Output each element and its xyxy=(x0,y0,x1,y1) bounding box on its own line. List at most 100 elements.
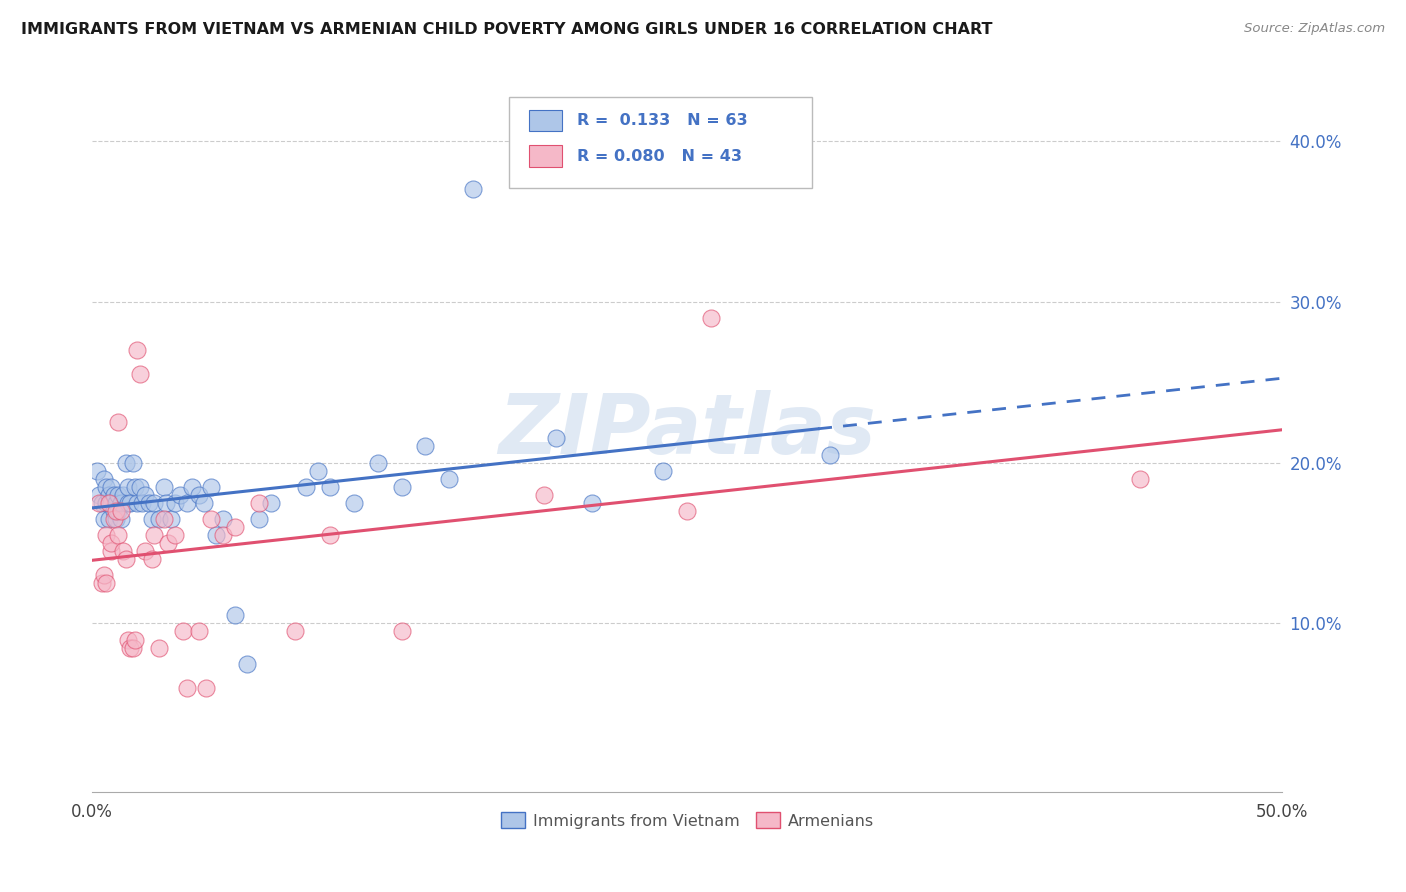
Point xyxy=(110,504,132,518)
Point xyxy=(319,480,342,494)
Point xyxy=(104,504,127,518)
Point xyxy=(391,624,413,639)
Point xyxy=(247,512,270,526)
Point xyxy=(110,512,132,526)
Point xyxy=(247,496,270,510)
Point xyxy=(200,512,222,526)
Point xyxy=(93,568,115,582)
Point xyxy=(127,496,149,510)
Point xyxy=(581,496,603,510)
Point xyxy=(89,496,111,510)
Point xyxy=(121,640,143,655)
Point xyxy=(107,488,129,502)
Point xyxy=(148,512,170,526)
Point xyxy=(128,367,150,381)
Point xyxy=(307,464,329,478)
Point xyxy=(676,504,699,518)
Point xyxy=(224,520,246,534)
Point xyxy=(1128,472,1150,486)
Point xyxy=(533,488,555,502)
Point xyxy=(159,512,181,526)
Point xyxy=(319,528,342,542)
Point xyxy=(391,480,413,494)
Point xyxy=(143,496,166,510)
Point xyxy=(96,528,118,542)
Text: ZIPatlas: ZIPatlas xyxy=(498,390,876,471)
Point xyxy=(188,624,211,639)
Point xyxy=(818,448,841,462)
Point xyxy=(124,632,146,647)
Point xyxy=(138,496,160,510)
Text: IMMIGRANTS FROM VIETNAM VS ARMENIAN CHILD POVERTY AMONG GIRLS UNDER 16 CORRELATI: IMMIGRANTS FROM VIETNAM VS ARMENIAN CHIL… xyxy=(21,22,993,37)
Point xyxy=(131,496,153,510)
Point xyxy=(415,440,437,454)
Point xyxy=(367,456,389,470)
Point xyxy=(107,504,129,518)
Point xyxy=(128,480,150,494)
Point xyxy=(96,480,118,494)
Point xyxy=(103,488,125,502)
Point xyxy=(100,480,122,494)
Point xyxy=(93,512,115,526)
Point xyxy=(107,528,129,542)
Point xyxy=(343,496,366,510)
Point xyxy=(120,496,142,510)
Point xyxy=(114,552,136,566)
Point xyxy=(124,480,146,494)
Point xyxy=(114,456,136,470)
Point xyxy=(117,480,139,494)
Point xyxy=(169,488,191,502)
Point xyxy=(546,432,568,446)
Point xyxy=(176,681,198,695)
Point xyxy=(165,528,187,542)
Point xyxy=(103,512,125,526)
Point xyxy=(103,504,125,518)
Point xyxy=(141,512,163,526)
Point xyxy=(97,512,120,526)
Text: R = 0.080   N = 43: R = 0.080 N = 43 xyxy=(576,148,741,163)
Point xyxy=(236,657,259,671)
Point xyxy=(134,544,156,558)
Point xyxy=(90,496,112,510)
Point xyxy=(439,472,461,486)
Point xyxy=(224,608,246,623)
Point xyxy=(86,464,108,478)
Point xyxy=(112,488,135,502)
Point xyxy=(260,496,283,510)
Point xyxy=(165,496,187,510)
Point xyxy=(295,480,318,494)
Point xyxy=(117,496,139,510)
Point xyxy=(93,472,115,486)
Point xyxy=(152,512,174,526)
Point xyxy=(181,480,204,494)
Point xyxy=(127,343,149,357)
Point xyxy=(107,416,129,430)
FancyBboxPatch shape xyxy=(529,145,562,167)
Point xyxy=(96,576,118,591)
Point xyxy=(205,528,228,542)
Point xyxy=(148,640,170,655)
Point xyxy=(89,488,111,502)
Point xyxy=(96,496,118,510)
Legend: Immigrants from Vietnam, Armenians: Immigrants from Vietnam, Armenians xyxy=(495,805,880,835)
Text: R =  0.133   N = 63: R = 0.133 N = 63 xyxy=(576,113,747,128)
Point xyxy=(212,528,235,542)
Point xyxy=(188,488,211,502)
Point xyxy=(100,496,122,510)
Point xyxy=(155,496,177,510)
Point xyxy=(461,182,484,196)
Point xyxy=(195,681,218,695)
Point xyxy=(117,632,139,647)
Point xyxy=(193,496,215,510)
FancyBboxPatch shape xyxy=(509,97,813,188)
Point xyxy=(157,536,180,550)
Point xyxy=(110,496,132,510)
Point xyxy=(97,496,120,510)
Point xyxy=(112,544,135,558)
Point xyxy=(283,624,305,639)
Point xyxy=(97,488,120,502)
Point xyxy=(121,456,143,470)
Point xyxy=(172,624,194,639)
FancyBboxPatch shape xyxy=(529,110,562,131)
Point xyxy=(212,512,235,526)
